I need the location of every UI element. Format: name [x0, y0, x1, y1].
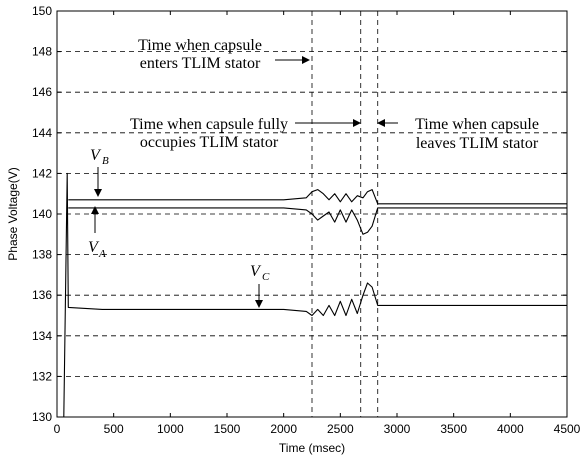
x-tick-label-1500: 1500 — [214, 422, 241, 436]
vb-label-sub: B — [102, 155, 109, 167]
series-group — [63, 172, 567, 418]
y-tick-label-130: 130 — [32, 410, 52, 424]
x-tick-label-2500: 2500 — [327, 422, 354, 436]
x-tick-label-500: 500 — [104, 422, 124, 436]
x-tick-label-4500: 4500 — [554, 422, 581, 436]
annotation-occupies-line-2: occupies TLIM stator — [140, 134, 279, 151]
y-tick-label-150: 150 — [32, 4, 52, 18]
arrow-vc — [255, 284, 263, 308]
y-tick-label-144: 144 — [32, 126, 52, 140]
y-tick-label-138: 138 — [32, 248, 52, 262]
arrow-enters — [275, 56, 310, 64]
vc-label-sub: C — [262, 271, 270, 283]
y-tick-label-142: 142 — [32, 166, 52, 180]
x-tick-label-4000: 4000 — [497, 422, 524, 436]
arrow-vb — [94, 167, 102, 197]
y-tick-label-146: 146 — [32, 85, 52, 99]
annotation-enters-line-2: enters TLIM stator — [140, 55, 261, 72]
series-line-vb — [68, 189, 567, 205]
va-label-main: V — [88, 239, 100, 256]
annotation-occupies-line-1: Time when capsule fully — [130, 116, 288, 133]
x-tick-label-1000: 1000 — [157, 422, 184, 436]
series-line-va — [68, 207, 567, 235]
vb-label-main: V — [90, 147, 102, 164]
arrow-leaves — [377, 119, 398, 127]
y-axis-label: Phase Voltage(V) — [6, 167, 20, 260]
y-tick-label-140: 140 — [32, 207, 52, 221]
x-tick-label-2000: 2000 — [270, 422, 297, 436]
series-line-vc — [63, 172, 567, 418]
x-axis-label: Time (msec) — [279, 441, 345, 455]
annotation-leaves-line-2: leaves TLIM stator — [416, 135, 539, 152]
y-tick-label-148: 148 — [32, 45, 52, 59]
x-tick-label-3500: 3500 — [440, 422, 467, 436]
y-tick-label-136: 136 — [32, 288, 52, 302]
annotation-enters-line-1: Time when capsule — [138, 37, 262, 54]
series-label-va: V A — [88, 239, 106, 260]
series-label-vc: V C — [250, 263, 270, 283]
y-tick-label-134: 134 — [32, 329, 52, 343]
vc-label-main: V — [250, 263, 262, 280]
y-tick-label-132: 132 — [32, 369, 52, 383]
arrow-va — [91, 206, 99, 233]
series-label-vb: V B — [90, 147, 109, 167]
arrow-occupies — [295, 119, 361, 127]
x-tick-label-0: 0 — [54, 422, 61, 436]
annotation-leaves-line-1: Time when capsule — [415, 116, 539, 133]
axis-ticks-group: 0 500 1000 1500 2000 2500 3000 3500 4000 4500 130 1… — [32, 4, 581, 436]
va-label-sub: A — [98, 248, 106, 260]
x-tick-label-3000: 3000 — [384, 422, 411, 436]
